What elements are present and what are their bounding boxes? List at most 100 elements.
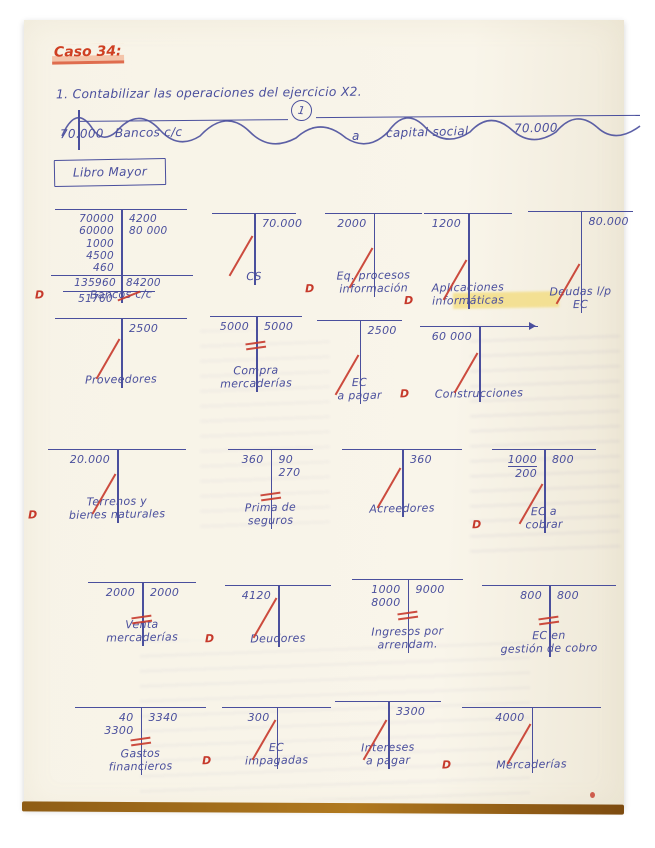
red-equals-bar	[129, 736, 150, 742]
credit-column: 4200 80 000	[129, 213, 168, 238]
red-equals-bar	[259, 491, 280, 497]
journal-credit-account: capital social	[385, 123, 469, 141]
debit-column: 1000 8000	[371, 583, 400, 609]
red-equals-bar	[539, 620, 560, 626]
debit-column: 70000 60000 1000 4500 460	[79, 213, 114, 274]
debit-column: 4120	[242, 589, 271, 602]
t-account-divider	[388, 701, 390, 769]
credit-amount: 4200	[129, 213, 157, 225]
credit-column: 5000	[264, 320, 293, 333]
credit-amount: 3300	[396, 705, 426, 718]
debit-amount: 4500	[86, 249, 114, 262]
bleed-through-text	[140, 640, 530, 800]
credit-column: 70.000	[262, 217, 302, 230]
t-account-divider	[276, 707, 279, 769]
journal-left-tick	[78, 110, 80, 150]
t-account-divider	[359, 320, 362, 404]
paper-page	[24, 20, 624, 809]
total-debit: 135960	[74, 277, 116, 289]
journal-debit-amount: 70.000	[59, 126, 104, 142]
credit-amount: 2500	[129, 322, 159, 335]
debit-column: 4000	[495, 711, 524, 724]
credit-amount: 800	[557, 589, 579, 602]
debit-amount: 20.000	[69, 453, 110, 466]
red-equals-bar	[396, 610, 417, 616]
t-account-divider	[254, 213, 256, 285]
debit-amount: 8000	[371, 596, 401, 609]
ledger-title: Libro Mayor	[53, 158, 167, 187]
credit-column: 80.000	[589, 215, 629, 228]
t-account-divider	[580, 211, 583, 313]
credit-amount: 80.000	[588, 215, 629, 228]
credit-amount: 80 000	[129, 225, 168, 238]
debit-column: 5000	[220, 320, 249, 333]
t-account-compra: Compramercaderías50005000	[210, 316, 302, 392]
debit-amount: 2000	[337, 217, 367, 230]
t-account-bancos: Bancos c/c D 70000 60000 1000 4500 460 4200 80 0…	[35, 209, 193, 305]
t-account-eccobrar: EC acobrarD1000200800	[472, 449, 596, 533]
credit-amount: 800	[552, 453, 574, 466]
debit-column: 60 000	[432, 330, 472, 343]
t-account-ecgestion: EC en gestión de cobro 800 800	[482, 585, 616, 657]
debit-side-label: D	[304, 282, 315, 296]
t-account-divider	[544, 449, 546, 533]
t-account-venta: Ventamercaderías20002000	[88, 582, 196, 646]
journal-debit-line: 70.000 Bancos c/c	[60, 125, 183, 141]
red-equals-bar	[260, 496, 281, 502]
t-account-divider	[256, 316, 258, 392]
red-equals-mark	[245, 340, 267, 354]
t-account-divider	[373, 213, 376, 297]
balance-rule	[63, 291, 155, 292]
credit-amount: 90	[278, 453, 294, 466]
debit-column: 20.000	[70, 453, 110, 466]
t-account-divider	[121, 318, 123, 388]
journal-debit-account: Bancos c/c	[114, 124, 183, 141]
t-account-divider	[121, 209, 123, 303]
credit-amount: 2500	[367, 324, 397, 337]
t-account-acreedores: Acreedores360	[342, 449, 462, 517]
credit-amount: 360	[410, 453, 432, 466]
red-equals-bar	[246, 345, 267, 351]
credit-column: 2000	[150, 586, 179, 599]
debit-balance: 200	[515, 467, 537, 480]
credit-amount: 9000	[415, 583, 445, 596]
journal-connector: a	[352, 129, 360, 143]
t-account-prima: Prima deseguros36090270	[228, 449, 313, 529]
t-account-deudores: DeudoresD4120	[205, 585, 331, 647]
t-account-divider	[117, 449, 119, 523]
debit-amount: 1000	[86, 237, 114, 250]
t-account-divider	[270, 449, 273, 529]
t-account-deudas: Deudas l/pEC80.000	[528, 211, 633, 313]
instruction-text: 1. Contabilizar las operaciones del ejer…	[55, 84, 363, 102]
debit-amount: 4000	[495, 711, 525, 724]
t-account-divider	[531, 707, 534, 773]
red-equals-mark	[396, 610, 418, 624]
credit-amount: 2000	[150, 586, 180, 599]
credit-column: 800	[557, 589, 579, 602]
case-title: Caso 34:	[51, 43, 124, 65]
t-account-terrenos: Terrenos y bienes naturales D 20.000	[28, 449, 186, 523]
debit-column: 2000	[337, 217, 366, 230]
credit-amount: 3340	[148, 711, 178, 724]
debit-amount: 360	[241, 453, 264, 466]
credit-column: 3300	[396, 705, 425, 718]
debit-side-label: D	[204, 632, 215, 646]
t-account-mercaderias: MercaderíasD4000	[442, 707, 601, 773]
debit-side-label: D	[441, 758, 452, 772]
journal-credit-amount: 70.000	[513, 120, 558, 136]
debit-column: 360	[242, 453, 264, 466]
debit-amount: 1000	[507, 453, 537, 467]
t-account-divider	[140, 707, 143, 775]
debit-column: 2000	[106, 586, 135, 599]
debit-side-label: D	[201, 754, 212, 768]
t-account-constr: ConstruccionesD60 000	[400, 322, 538, 402]
t-account-divider	[142, 582, 144, 646]
t-account-apl: AplicacionesinformáticasD1200	[404, 213, 512, 309]
red-ink-dot	[590, 792, 595, 798]
debit-amount: 60 000	[431, 330, 472, 343]
t-account-ecimpag: ECimpagadasD300	[202, 707, 331, 769]
